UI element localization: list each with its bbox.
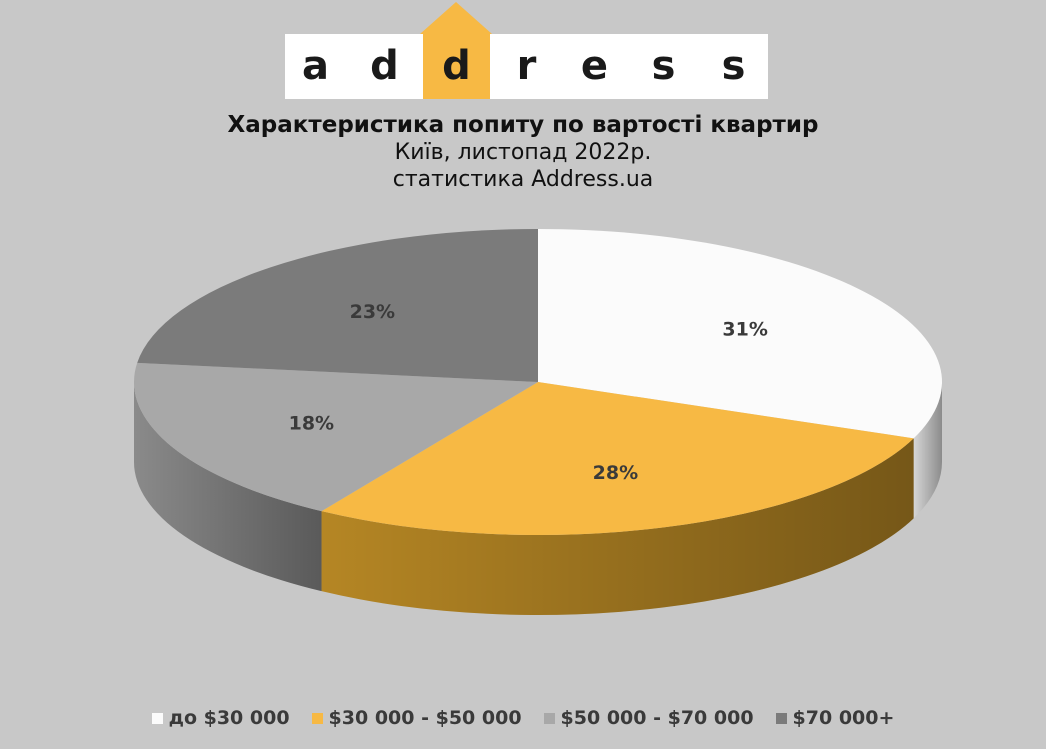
pie-slice-side-shade [321, 438, 914, 615]
pie-data-label: 23% [350, 301, 395, 323]
pie-data-label: 18% [289, 412, 334, 434]
logo-bar [285, 34, 768, 99]
legend-label: $50 000 - $70 000 [560, 707, 754, 729]
pie-data-label: 28% [593, 462, 638, 484]
legend-label: $30 000 - $50 000 [328, 707, 522, 729]
chart-source: статистика Address.ua [392, 167, 654, 192]
pie-slice [137, 229, 538, 382]
legend-swatch [543, 712, 555, 724]
legend-item: $50 000 - $70 000 [543, 707, 754, 729]
pie-slice-side-shade [913, 382, 942, 519]
logo-letter: a [302, 43, 329, 89]
pie-slice [321, 382, 914, 535]
logo-letter: d [442, 43, 471, 89]
logo-letter: s [721, 43, 746, 89]
legend-label: $70 000+ [792, 707, 895, 729]
pie-slice-side-shade [134, 382, 322, 592]
chart-subtitle: Київ, листопад 2022р. [394, 140, 652, 165]
pie-slice [133, 362, 538, 512]
pie-data-label: 31% [722, 319, 767, 341]
logo-letter: s [651, 43, 676, 89]
logo-letter: d [370, 43, 399, 89]
legend-swatch [775, 712, 787, 724]
logo-highlight [423, 34, 490, 99]
address-logo: a d d r e s s [285, 2, 768, 99]
legend-label: до $30 000 [168, 707, 290, 729]
legend-item: $30 000 - $50 000 [311, 707, 522, 729]
chart-legend: до $30 000 $30 000 - $50 000 $50 000 - $… [0, 707, 1046, 729]
legend-item: $70 000+ [775, 707, 895, 729]
pie-slice [538, 229, 942, 439]
legend-swatch [311, 712, 323, 724]
legend-item: до $30 000 [151, 707, 290, 729]
logo-arrow-icon [420, 2, 492, 34]
logo-letter: e [580, 43, 609, 89]
legend-swatch [151, 712, 163, 724]
logo-letter: r [516, 43, 537, 89]
chart-title: Характеристика попиту по вартості кварти… [227, 112, 819, 138]
